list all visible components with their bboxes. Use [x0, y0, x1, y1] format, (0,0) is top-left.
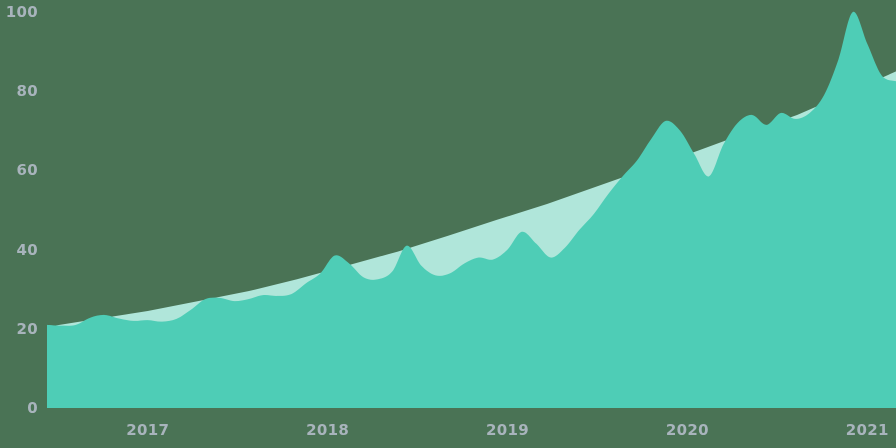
y-axis-tick-100: 100: [5, 3, 38, 21]
y-axis-tick-20: 20: [16, 319, 38, 338]
series-area-monthly: [47, 11, 896, 408]
y-axis-tick-60: 60: [16, 161, 38, 180]
y-axis-tick-40: 40: [16, 240, 38, 259]
y-axis-tick-80: 80: [16, 82, 38, 101]
series-layer: [47, 11, 896, 409]
x-axis-tick-2018: 2018: [306, 421, 350, 439]
x-axis-tick-2020: 2020: [665, 421, 709, 439]
y-axis-tick-0: 0: [27, 399, 38, 417]
x-axis-tick-2017: 2017: [126, 421, 170, 439]
x-axis-tick-2021: 2021: [845, 421, 889, 439]
x-axis-tick-2019: 2019: [485, 421, 529, 439]
